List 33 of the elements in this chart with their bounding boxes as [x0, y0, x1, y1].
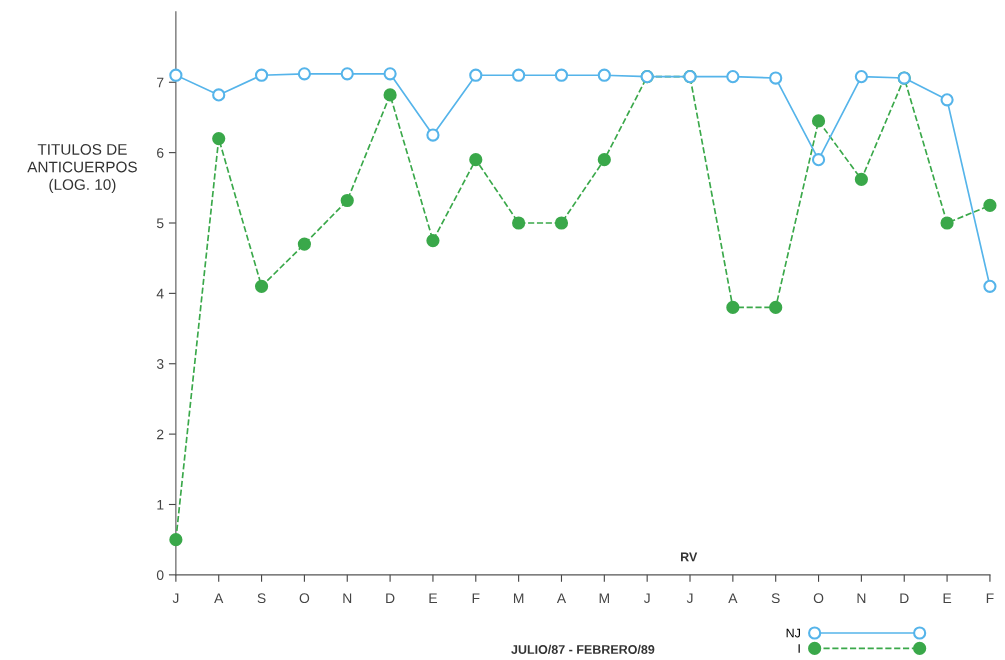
y-tick-label: 4 [156, 288, 164, 299]
x-tick-label: J [172, 593, 179, 604]
x-tick-label: A [728, 593, 738, 603]
x-tick-label: F [472, 593, 480, 603]
x-tick-label: S [771, 593, 780, 604]
x-tick-label: E [429, 593, 437, 603]
y-tick-label: 5 [156, 218, 164, 229]
legend-label: NJ [786, 628, 800, 638]
y-tick-label: 6 [157, 147, 164, 158]
x-tick-label: O [299, 593, 310, 604]
y-tick-label: 7 [157, 77, 164, 88]
x-tick-label: D [900, 593, 909, 603]
x-tick-label: J [643, 593, 650, 604]
x-tick-label: A [214, 593, 224, 603]
y-tick-label: 2 [157, 429, 164, 440]
x-axis-title: JULIO/87 - FEBRERO/89 [511, 644, 655, 655]
annotation: RV [680, 552, 698, 562]
y-tick-label: 3 [156, 359, 164, 369]
x-tick-label: M [599, 593, 609, 603]
x-tick-label: N [857, 593, 866, 603]
x-tick-label: D [386, 593, 395, 603]
x-tick-label: J [686, 593, 693, 604]
legend-label: I [798, 644, 800, 653]
x-tick-label: M [513, 593, 524, 603]
x-tick-label: S [257, 593, 266, 604]
x-tick-label: E [943, 593, 952, 603]
y-tick-label: 1 [157, 499, 164, 510]
x-tick-label: A [556, 593, 567, 603]
y-axis-title: TITULOS DE ANTICUERPOS (LOG. 10) [27, 144, 137, 193]
y-tick-label: 0 [156, 570, 164, 581]
x-tick-label: F [986, 593, 994, 603]
x-tick-label: O [813, 593, 824, 604]
x-tick-label: N [343, 593, 352, 603]
